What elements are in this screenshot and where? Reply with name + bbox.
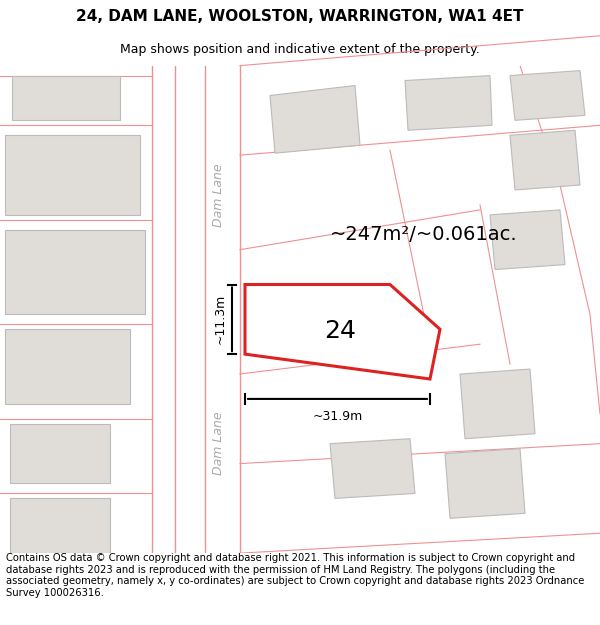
Polygon shape [10, 498, 110, 553]
Polygon shape [270, 86, 360, 153]
Text: 24: 24 [324, 319, 356, 343]
Polygon shape [10, 424, 110, 484]
Polygon shape [330, 439, 415, 498]
Polygon shape [510, 71, 585, 121]
Text: ~11.3m: ~11.3m [214, 294, 227, 344]
Polygon shape [205, 66, 240, 553]
Polygon shape [245, 284, 440, 379]
Polygon shape [405, 76, 492, 130]
Polygon shape [445, 449, 525, 518]
Polygon shape [510, 130, 580, 190]
Polygon shape [5, 135, 140, 215]
Polygon shape [152, 66, 175, 553]
Text: ~247m²/~0.061ac.: ~247m²/~0.061ac. [330, 225, 518, 244]
Polygon shape [460, 369, 535, 439]
Text: Dam Lane: Dam Lane [212, 412, 224, 476]
Polygon shape [12, 76, 120, 121]
Text: 24, DAM LANE, WOOLSTON, WARRINGTON, WA1 4ET: 24, DAM LANE, WOOLSTON, WARRINGTON, WA1 … [76, 9, 524, 24]
Polygon shape [5, 329, 130, 404]
Text: Contains OS data © Crown copyright and database right 2021. This information is : Contains OS data © Crown copyright and d… [6, 553, 584, 598]
Polygon shape [490, 210, 565, 269]
Text: Map shows position and indicative extent of the property.: Map shows position and indicative extent… [120, 42, 480, 56]
Text: ~31.9m: ~31.9m [313, 411, 362, 423]
Text: Dam Lane: Dam Lane [212, 163, 224, 227]
Polygon shape [5, 230, 145, 314]
